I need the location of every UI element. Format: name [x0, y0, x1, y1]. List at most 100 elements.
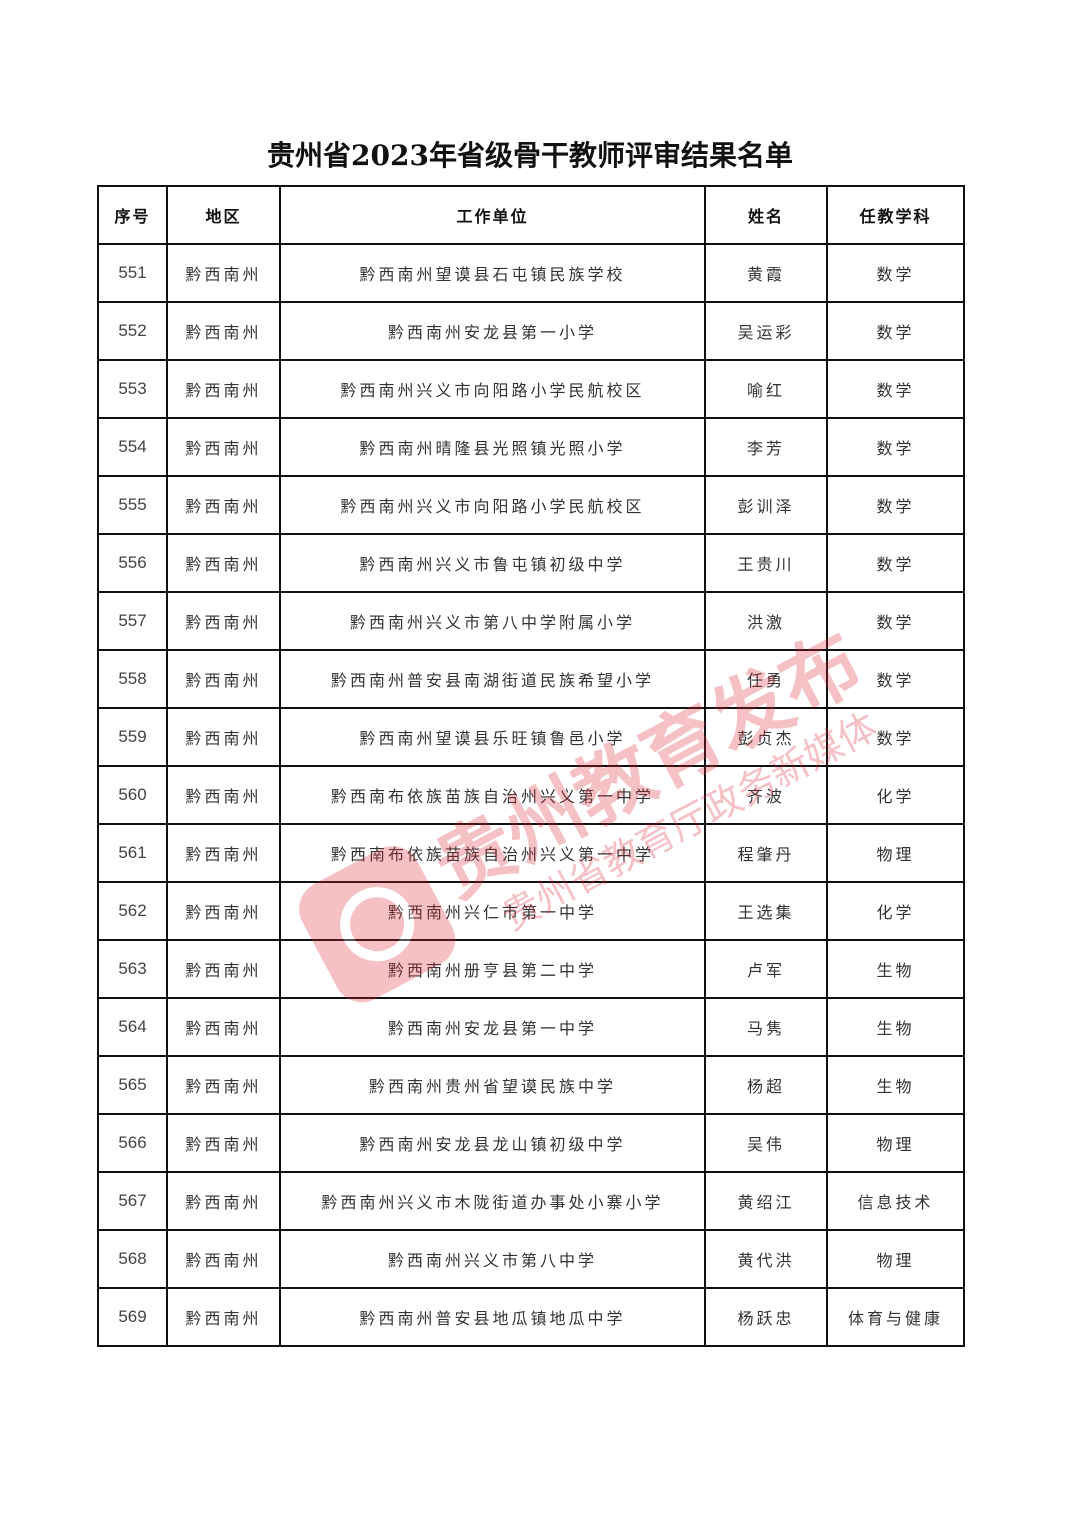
cell-index: 553	[97, 359, 168, 419]
cell-workplace: 黔西南州兴仁市第一中学	[279, 881, 706, 941]
cell-workplace: 黔西南州兴义市向阳路小学民航校区	[279, 359, 706, 419]
cell-subject: 生物	[826, 997, 965, 1057]
cell-index: 560	[97, 765, 168, 825]
table-row: 563 黔西南州 黔西南州册亨县第二中学 卢军 生物	[97, 939, 965, 999]
cell-name: 黄代洪	[704, 1229, 828, 1289]
cell-name: 卢军	[704, 939, 828, 999]
header-index: 序号	[97, 185, 168, 245]
cell-name: 彭贞杰	[704, 707, 828, 767]
cell-subject: 数学	[826, 359, 965, 419]
table-header-row: 序号 地区 工作单位 姓名 任教学科	[97, 185, 965, 245]
cell-workplace: 黔西南布依族苗族自治州兴义第一中学	[279, 823, 706, 883]
cell-region: 黔西南州	[166, 533, 281, 593]
cell-workplace: 黔西南州兴义市第八中学	[279, 1229, 706, 1289]
cell-workplace: 黔西南州晴隆县光照镇光照小学	[279, 417, 706, 477]
cell-workplace: 黔西南州兴义市第八中学附属小学	[279, 591, 706, 651]
cell-name: 程肇丹	[704, 823, 828, 883]
cell-workplace: 黔西南州兴义市木陇街道办事处小寨小学	[279, 1171, 706, 1231]
cell-index: 559	[97, 707, 168, 767]
cell-index: 567	[97, 1171, 168, 1231]
cell-index: 564	[97, 997, 168, 1057]
table-row: 567 黔西南州 黔西南州兴义市木陇街道办事处小寨小学 黄绍江 信息技术	[97, 1171, 965, 1231]
cell-subject: 数学	[826, 243, 965, 303]
cell-name: 洪激	[704, 591, 828, 651]
cell-subject: 物理	[826, 1229, 965, 1289]
cell-name: 喻红	[704, 359, 828, 419]
cell-name: 任勇	[704, 649, 828, 709]
cell-index: 558	[97, 649, 168, 709]
table-row: 562 黔西南州 黔西南州兴仁市第一中学 王选集 化学	[97, 881, 965, 941]
table-row: 554 黔西南州 黔西南州晴隆县光照镇光照小学 李芳 数学	[97, 417, 965, 477]
cell-region: 黔西南州	[166, 1113, 281, 1173]
cell-subject: 物理	[826, 1113, 965, 1173]
table-row: 552 黔西南州 黔西南州安龙县第一小学 吴运彩 数学	[97, 301, 965, 361]
cell-index: 552	[97, 301, 168, 361]
cell-workplace: 黔西南州安龙县第一中学	[279, 997, 706, 1057]
cell-workplace: 黔西南州兴义市鲁屯镇初级中学	[279, 533, 706, 593]
cell-name: 齐波	[704, 765, 828, 825]
cell-workplace: 黔西南州望谟县石屯镇民族学校	[279, 243, 706, 303]
cell-index: 556	[97, 533, 168, 593]
cell-index: 551	[97, 243, 168, 303]
table-row: 569 黔西南州 黔西南州普安县地瓜镇地瓜中学 杨跃忠 体育与健康	[97, 1287, 965, 1347]
cell-index: 562	[97, 881, 168, 941]
header-name: 姓名	[704, 185, 828, 245]
cell-region: 黔西南州	[166, 243, 281, 303]
cell-name: 吴伟	[704, 1113, 828, 1173]
cell-region: 黔西南州	[166, 1229, 281, 1289]
cell-name: 彭训泽	[704, 475, 828, 535]
cell-workplace: 黔西南州安龙县第一小学	[279, 301, 706, 361]
cell-workplace: 黔西南州普安县南湖街道民族希望小学	[279, 649, 706, 709]
cell-region: 黔西南州	[166, 591, 281, 651]
cell-workplace: 黔西南州贵州省望谟民族中学	[279, 1055, 706, 1115]
cell-region: 黔西南州	[166, 707, 281, 767]
cell-index: 554	[97, 417, 168, 477]
cell-region: 黔西南州	[166, 881, 281, 941]
header-region: 地区	[166, 185, 281, 245]
cell-index: 563	[97, 939, 168, 999]
cell-subject: 化学	[826, 765, 965, 825]
header-workplace: 工作单位	[279, 185, 706, 245]
cell-index: 565	[97, 1055, 168, 1115]
cell-region: 黔西南州	[166, 475, 281, 535]
cell-region: 黔西南州	[166, 1055, 281, 1115]
cell-region: 黔西南州	[166, 765, 281, 825]
table-row: 566 黔西南州 黔西南州安龙县龙山镇初级中学 吴伟 物理	[97, 1113, 965, 1173]
cell-index: 566	[97, 1113, 168, 1173]
cell-region: 黔西南州	[166, 359, 281, 419]
cell-name: 李芳	[704, 417, 828, 477]
cell-name: 王选集	[704, 881, 828, 941]
cell-subject: 体育与健康	[826, 1287, 965, 1347]
cell-subject: 数学	[826, 475, 965, 535]
cell-region: 黔西南州	[166, 939, 281, 999]
cell-index: 555	[97, 475, 168, 535]
table-row: 561 黔西南州 黔西南布依族苗族自治州兴义第一中学 程肇丹 物理	[97, 823, 965, 883]
cell-subject: 数学	[826, 417, 965, 477]
cell-subject: 数学	[826, 649, 965, 709]
cell-name: 马隽	[704, 997, 828, 1057]
cell-region: 黔西南州	[166, 649, 281, 709]
cell-subject: 生物	[826, 1055, 965, 1115]
cell-region: 黔西南州	[166, 1287, 281, 1347]
cell-workplace: 黔西南州安龙县龙山镇初级中学	[279, 1113, 706, 1173]
document-title: 贵州省2023年省级骨干教师评审结果名单	[267, 139, 793, 172]
cell-subject: 数学	[826, 533, 965, 593]
cell-subject: 数学	[826, 591, 965, 651]
header-subject: 任教学科	[826, 185, 965, 245]
table-row: 560 黔西南州 黔西南布依族苗族自治州兴义第一中学 齐波 化学	[97, 765, 965, 825]
cell-workplace: 黔西南州册亨县第二中学	[279, 939, 706, 999]
table-row: 559 黔西南州 黔西南州望谟县乐旺镇鲁邑小学 彭贞杰 数学	[97, 707, 965, 767]
cell-name: 吴运彩	[704, 301, 828, 361]
cell-region: 黔西南州	[166, 301, 281, 361]
table-row: 555 黔西南州 黔西南州兴义市向阳路小学民航校区 彭训泽 数学	[97, 475, 965, 535]
cell-index: 561	[97, 823, 168, 883]
cell-subject: 数学	[826, 707, 965, 767]
cell-index: 557	[97, 591, 168, 651]
cell-name: 黄绍江	[704, 1171, 828, 1231]
table-row: 565 黔西南州 黔西南州贵州省望谟民族中学 杨超 生物	[97, 1055, 965, 1115]
cell-workplace: 黔西南州望谟县乐旺镇鲁邑小学	[279, 707, 706, 767]
cell-subject: 生物	[826, 939, 965, 999]
cell-subject: 数学	[826, 301, 965, 361]
table-row: 556 黔西南州 黔西南州兴义市鲁屯镇初级中学 王贵川 数学	[97, 533, 965, 593]
cell-region: 黔西南州	[166, 997, 281, 1057]
